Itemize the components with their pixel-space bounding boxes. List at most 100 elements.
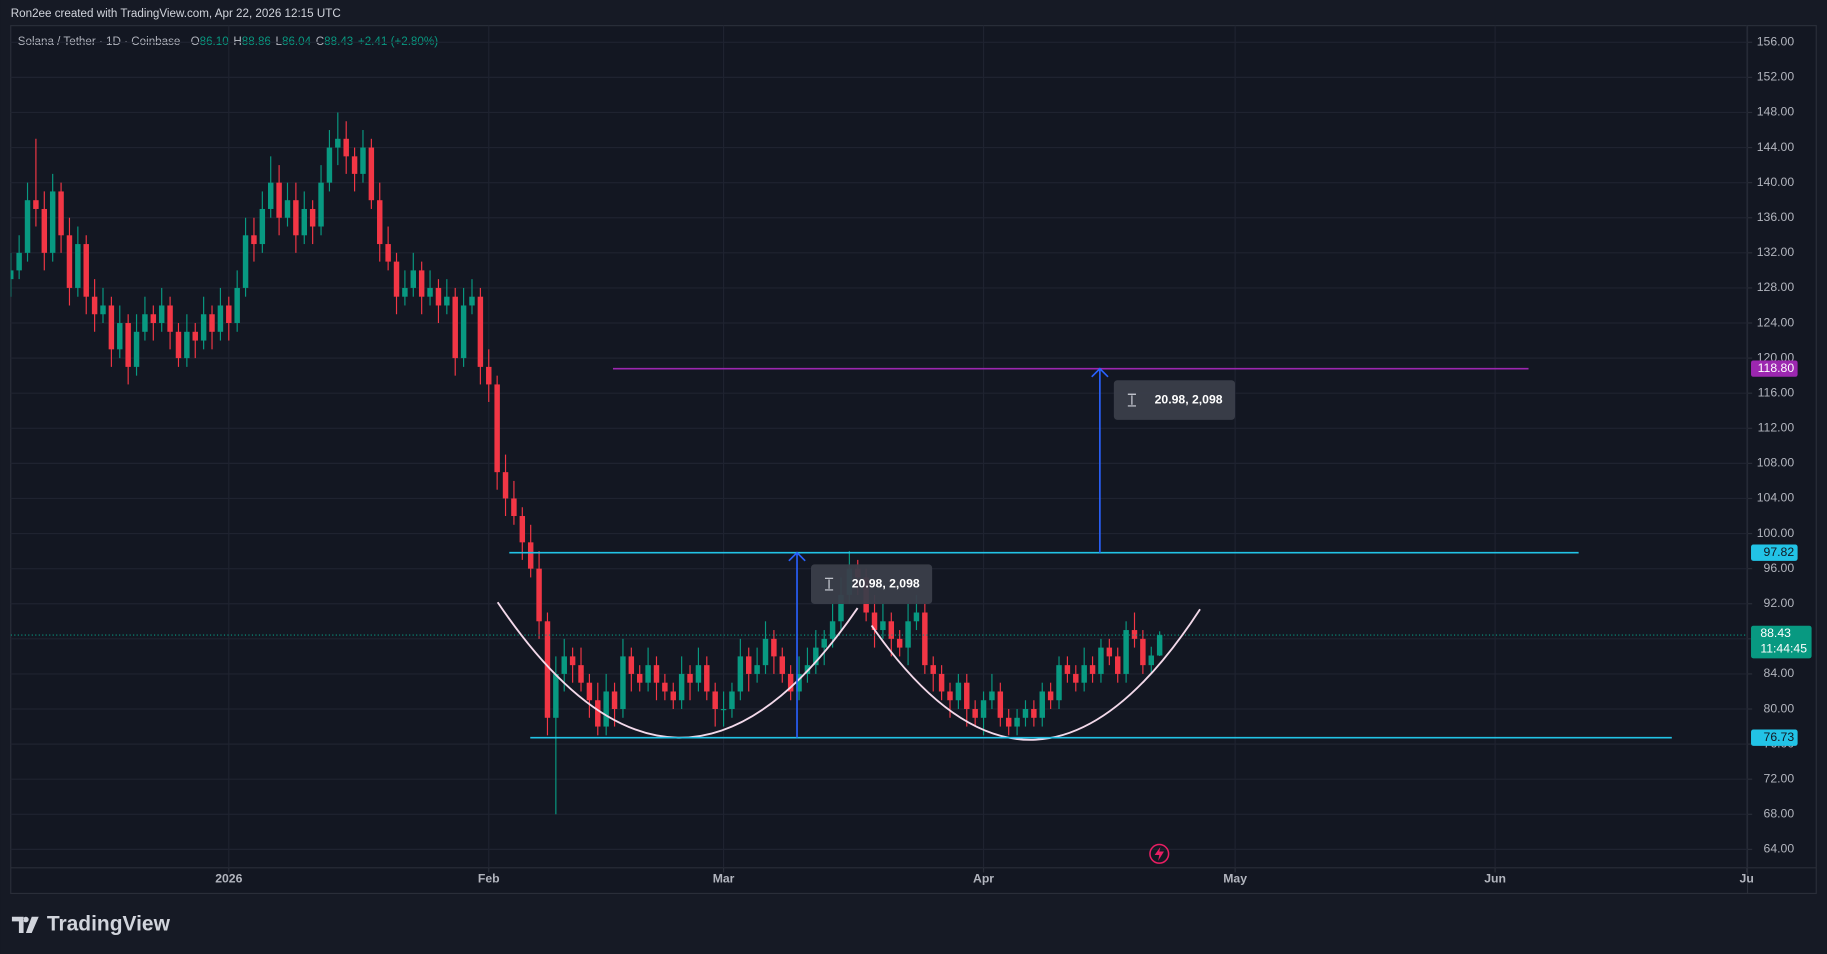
candle-body: [385, 244, 391, 262]
x-tick-label: Feb: [478, 872, 500, 886]
y-tick-label: 128.00: [1757, 280, 1795, 294]
candle-body: [964, 682, 970, 710]
candle-body: [972, 709, 978, 718]
candle-body: [16, 252, 22, 271]
candle-body: [519, 516, 526, 543]
y-tick-label: 112.00: [1758, 421, 1795, 435]
symbol: Solana / Tether · 1D · Coinbase: [18, 35, 181, 48]
candle-body: [1114, 656, 1121, 674]
candle-body: [1056, 665, 1062, 701]
event-icon-bolt: [1154, 846, 1164, 861]
candle-body: [712, 691, 718, 710]
y-tick-label: 156.00: [1757, 35, 1795, 49]
y-tick-label: 92.00: [1764, 596, 1795, 610]
candle-body: [75, 244, 81, 288]
level-tag-label: 76.73: [1764, 730, 1795, 744]
measure-label: 20.98, 2,098: [852, 576, 920, 590]
plot: [10, 112, 1748, 815]
candle-body: [771, 638, 777, 657]
candle-body: [829, 621, 836, 639]
candle-body: [595, 700, 601, 727]
candle-body: [938, 673, 945, 692]
y-tick-label: 152.00: [1757, 70, 1795, 84]
candle-body: [10, 270, 14, 280]
candle-body: [267, 182, 274, 209]
legend-value: 88.43: [324, 35, 353, 48]
candle-body: [226, 305, 232, 324]
cup-arc: [870, 608, 1201, 741]
candle-body: [813, 647, 819, 666]
measure-icon: [1127, 393, 1136, 407]
x-tick-label: Apr: [973, 872, 994, 886]
candle-body: [720, 709, 727, 711]
candle-body: [1022, 709, 1029, 718]
x-tick-label: Jun: [1484, 872, 1506, 886]
grid: [10, 25, 1748, 868]
ohlc: O86.10 H88.86 L86.04 C88.43 +2.41 (+2.80%): [191, 35, 439, 48]
candle-body: [1031, 709, 1037, 718]
candle-body: [905, 621, 911, 648]
candle-body: [527, 542, 534, 569]
candle-body: [242, 235, 249, 288]
candle-body: [687, 673, 693, 683]
candle-body: [377, 200, 383, 245]
level-tag: [1751, 360, 1798, 377]
candle-body: [343, 138, 349, 157]
legend-key: O: [191, 35, 200, 48]
candle-body: [284, 200, 291, 218]
candle-body: [494, 384, 500, 473]
candle-body: [1106, 647, 1113, 657]
y-tick-label: 68.00: [1764, 807, 1795, 821]
candle-body: [502, 472, 509, 499]
candle-body: [200, 314, 207, 341]
candle-body: [452, 296, 458, 359]
measure-arrow: [1091, 367, 1109, 378]
candle-body: [33, 200, 39, 209]
candle-body: [947, 691, 953, 701]
candle-body: [628, 656, 635, 674]
y-tick-label: 140.00: [1757, 175, 1795, 189]
legend-key: L: [276, 35, 283, 48]
candle-body: [569, 656, 576, 666]
candle-body: [393, 261, 400, 297]
level-tag-label: 118.80: [1758, 361, 1795, 375]
candle-body: [150, 314, 157, 324]
y-tick-label: 64.00: [1764, 842, 1795, 856]
candle-body: [234, 287, 240, 324]
x-tick-label: May: [1223, 872, 1247, 886]
candle-body: [1148, 655, 1154, 666]
candle-body: [704, 665, 710, 692]
candle-body: [578, 665, 584, 683]
y-tick-label: 132.00: [1757, 245, 1795, 259]
candle-body: [611, 691, 618, 710]
candle-body: [1005, 717, 1012, 727]
candle-body: [91, 296, 98, 315]
candle-body: [251, 235, 257, 245]
event-icon[interactable]: [1149, 843, 1170, 864]
candle-body: [1131, 630, 1138, 639]
candle-body: [158, 305, 165, 324]
candle-body: [838, 594, 844, 622]
measure-arrow: [788, 551, 806, 562]
candle-body: [762, 638, 769, 666]
candle-body: [779, 656, 786, 674]
y-tick-label: 148.00: [1757, 105, 1795, 119]
candle-body: [804, 665, 811, 674]
candle-body: [309, 208, 316, 227]
measure-icon: [824, 577, 834, 591]
level-tag-label: 97.82: [1764, 545, 1795, 559]
candle-body: [435, 287, 442, 306]
candle-body: [368, 147, 375, 201]
legend: Solana / Tether · 1D · Coinbase O86.10 H8…: [18, 35, 438, 48]
candle-body: [662, 682, 668, 692]
candle-body: [1140, 638, 1146, 666]
candle-body: [695, 665, 702, 683]
candle-body: [980, 700, 987, 718]
candle-body: [58, 191, 64, 236]
candle-body: [318, 182, 324, 227]
candle-body: [997, 691, 1004, 718]
measure-box: [810, 564, 933, 604]
x-tick-label: Mar: [713, 872, 735, 886]
legend-value: 86.10: [200, 35, 230, 48]
last-price-label: 88.43: [1760, 626, 1791, 640]
